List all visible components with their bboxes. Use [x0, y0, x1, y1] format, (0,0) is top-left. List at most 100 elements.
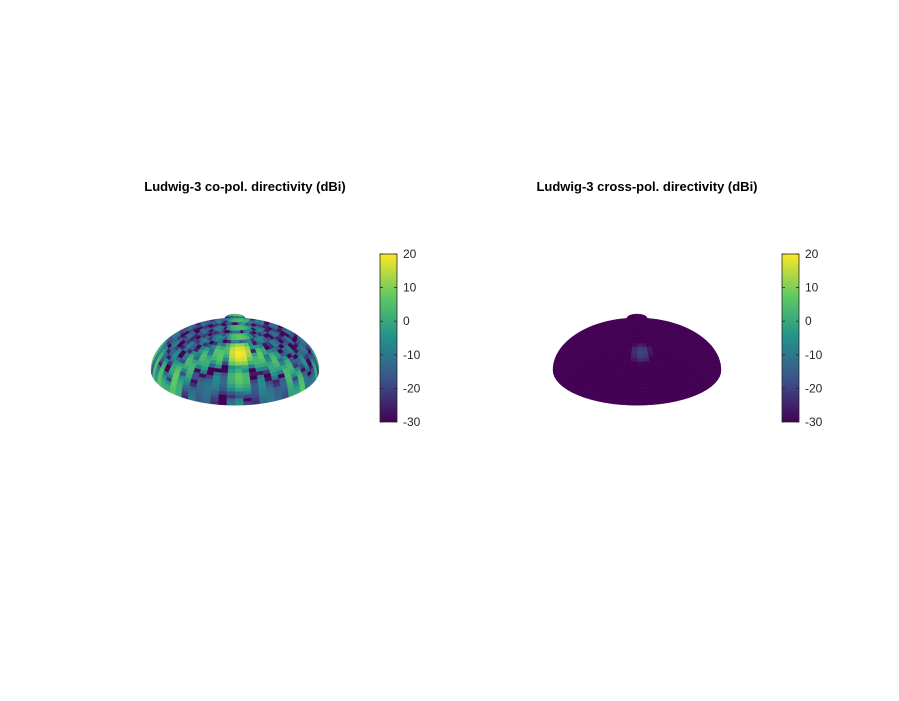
- surface-patch: [240, 353, 247, 359]
- surface-patch: [241, 368, 250, 374]
- surface-patch: [227, 336, 232, 341]
- surface-patch: [636, 333, 641, 338]
- colorbar-gradient: [379, 253, 398, 423]
- surface-patch: [632, 343, 638, 348]
- surface-patch: [227, 369, 236, 374]
- surface-patch: [622, 372, 631, 378]
- surface-patch: [636, 322, 639, 326]
- surface-patch: [234, 398, 244, 403]
- surface-patch: [234, 330, 239, 334]
- surface-patch: [632, 339, 638, 344]
- surface-patch: [227, 376, 236, 382]
- surface-patch: [636, 361, 644, 366]
- surface-patch: [226, 391, 236, 396]
- surface-patch: [226, 394, 236, 399]
- surface-patch: [234, 333, 239, 338]
- surface-patch: [234, 354, 242, 359]
- colorbar-tick-label: 10: [805, 281, 819, 295]
- surface-patch: [251, 400, 260, 405]
- colorbar-tick-label: 10: [403, 281, 417, 295]
- surface-patch: [625, 350, 633, 355]
- surface-patch: [210, 400, 219, 405]
- surface-patch: [612, 400, 621, 405]
- surface-patch: [234, 376, 243, 382]
- surface-patch: [628, 339, 634, 344]
- surface-patch: [228, 354, 236, 359]
- co-pol-dome-surface: [150, 313, 320, 406]
- surface-patch: [631, 350, 638, 355]
- surface-patch: [240, 357, 248, 362]
- surface-patch: [229, 350, 236, 355]
- surface-patch: [636, 372, 645, 378]
- colorbar-tick-label: 20: [805, 247, 819, 261]
- surface-patch: [234, 391, 244, 396]
- surface-patch: [228, 361, 236, 366]
- surface-patch: [220, 372, 229, 378]
- surface-patch: [239, 346, 246, 351]
- co-pol-colorbar: 20 10 0 -10 -20 -30: [379, 247, 421, 429]
- surface-patch: [219, 376, 228, 381]
- colorbar-gradient: [781, 253, 800, 423]
- surface-patch: [234, 327, 238, 332]
- surface-patch: [635, 322, 638, 326]
- surface-patch: [242, 379, 251, 385]
- surface-patch: [230, 336, 236, 341]
- surface-patch: [223, 350, 231, 355]
- surface-patch: [241, 372, 250, 378]
- surface-patch: [629, 376, 638, 382]
- surface-patch: [625, 353, 632, 359]
- surface-patch: [636, 401, 646, 406]
- surface-patch: [642, 353, 649, 359]
- surface-patch: [623, 364, 631, 370]
- surface-patch: [641, 350, 649, 355]
- surface-patch: [218, 401, 228, 406]
- colorbar-tick-label: 0: [805, 314, 812, 328]
- surface-patch: [221, 364, 229, 370]
- surface-patch: [234, 357, 242, 363]
- colorbar-tick-label: 0: [403, 314, 410, 328]
- surface-patch: [226, 398, 236, 403]
- surface-patch: [234, 324, 238, 329]
- surface-patch: [640, 339, 646, 344]
- surface-patch: [234, 401, 244, 406]
- surface-patch: [630, 357, 638, 363]
- surface-patch: [636, 357, 644, 363]
- surface-patch: [225, 343, 231, 348]
- surface-patch: [222, 357, 230, 362]
- surface-patch: [628, 387, 638, 393]
- surface-patch: [234, 339, 240, 344]
- surface-patch: [228, 357, 236, 363]
- surface-patch: [630, 354, 638, 359]
- surface-patch: [636, 376, 645, 382]
- surface-patch: [644, 376, 653, 381]
- surface-patch: [626, 346, 633, 351]
- surface-patch: [234, 394, 244, 399]
- co-pol-panel: Ludwig-3 co-pol. directivity (dBi) 20 10 0…: [95, 170, 435, 440]
- surface-patch: [219, 379, 228, 385]
- co-pol-title: Ludwig-3 co-pol. directivity (dBi): [144, 179, 346, 194]
- surface-patch: [636, 354, 644, 359]
- surface-patch: [634, 327, 638, 332]
- surface-patch: [234, 322, 237, 326]
- surface-patch: [628, 398, 638, 403]
- surface-patch: [640, 336, 645, 341]
- surface-patch: [653, 400, 662, 405]
- surface-patch: [628, 384, 638, 389]
- surface-patch: [641, 343, 647, 348]
- surface-patch: [234, 372, 243, 378]
- surface-patch: [234, 369, 243, 374]
- surface-patch: [227, 380, 236, 385]
- surface-patch: [230, 339, 236, 344]
- surface-patch: [622, 368, 631, 374]
- surface-patch: [633, 330, 638, 334]
- surface-patch: [636, 346, 643, 352]
- cross-pol-colorbar: 20 10 0 -10 -20 -30: [781, 247, 823, 429]
- colorbar-tick-label: -20: [805, 381, 823, 395]
- surface-patch: [636, 387, 646, 393]
- cross-pol-panel: Ludwig-3 cross-pol. directivity (dBi) 20…: [497, 170, 837, 440]
- surface-patch: [629, 372, 638, 378]
- surface-patch: [629, 369, 638, 374]
- surface-patch: [644, 379, 653, 385]
- colorbar-tick-label: -20: [403, 381, 421, 395]
